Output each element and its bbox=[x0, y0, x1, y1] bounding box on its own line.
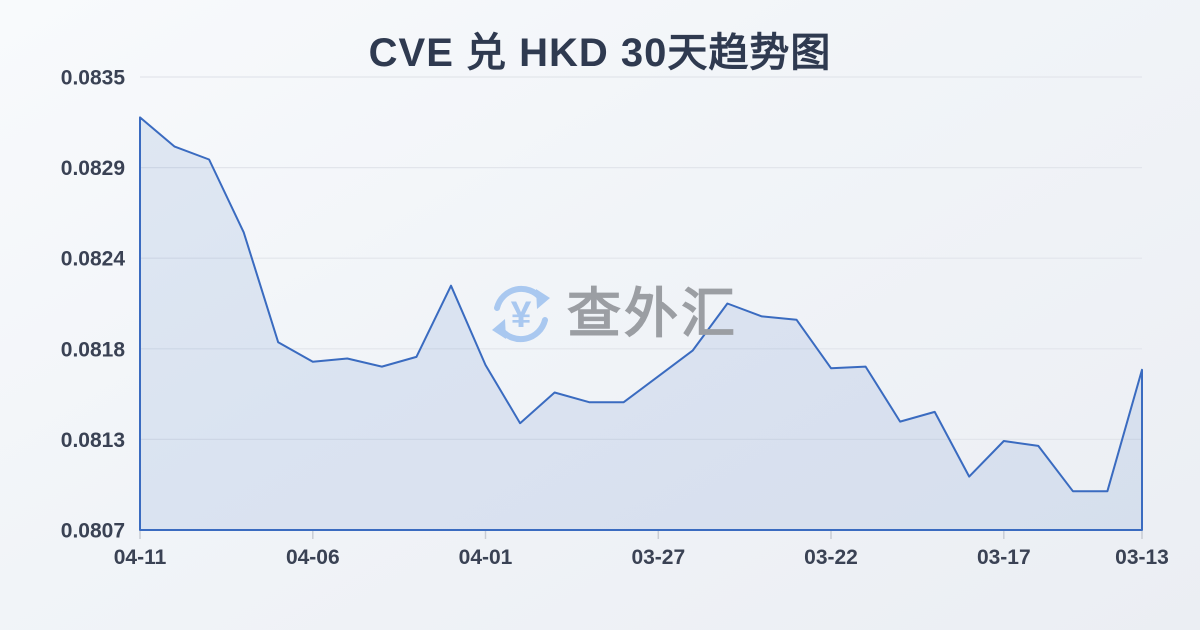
x-axis-label: 03-27 bbox=[631, 546, 685, 569]
y-axis-label: 0.0813 bbox=[61, 429, 125, 452]
x-axis-label: 04-06 bbox=[286, 546, 340, 569]
x-axis-label: 04-01 bbox=[459, 546, 513, 569]
x-axis-label: 03-17 bbox=[977, 546, 1031, 569]
chart-title: CVE 兑 HKD 30天趋势图 bbox=[368, 31, 832, 75]
y-axis-label: 0.0824 bbox=[61, 248, 126, 271]
y-axis-label: 0.0807 bbox=[61, 520, 125, 543]
y-axis-label: 0.0835 bbox=[61, 67, 126, 90]
y-axis-label: 0.0829 bbox=[61, 157, 125, 180]
area-series bbox=[139, 116, 1143, 531]
x-axis-label: 04-11 bbox=[114, 546, 167, 569]
y-axis-label: 0.0818 bbox=[61, 338, 126, 361]
x-axis-label: 03-22 bbox=[804, 546, 858, 569]
x-axis-label: 03-13 bbox=[1115, 546, 1169, 569]
